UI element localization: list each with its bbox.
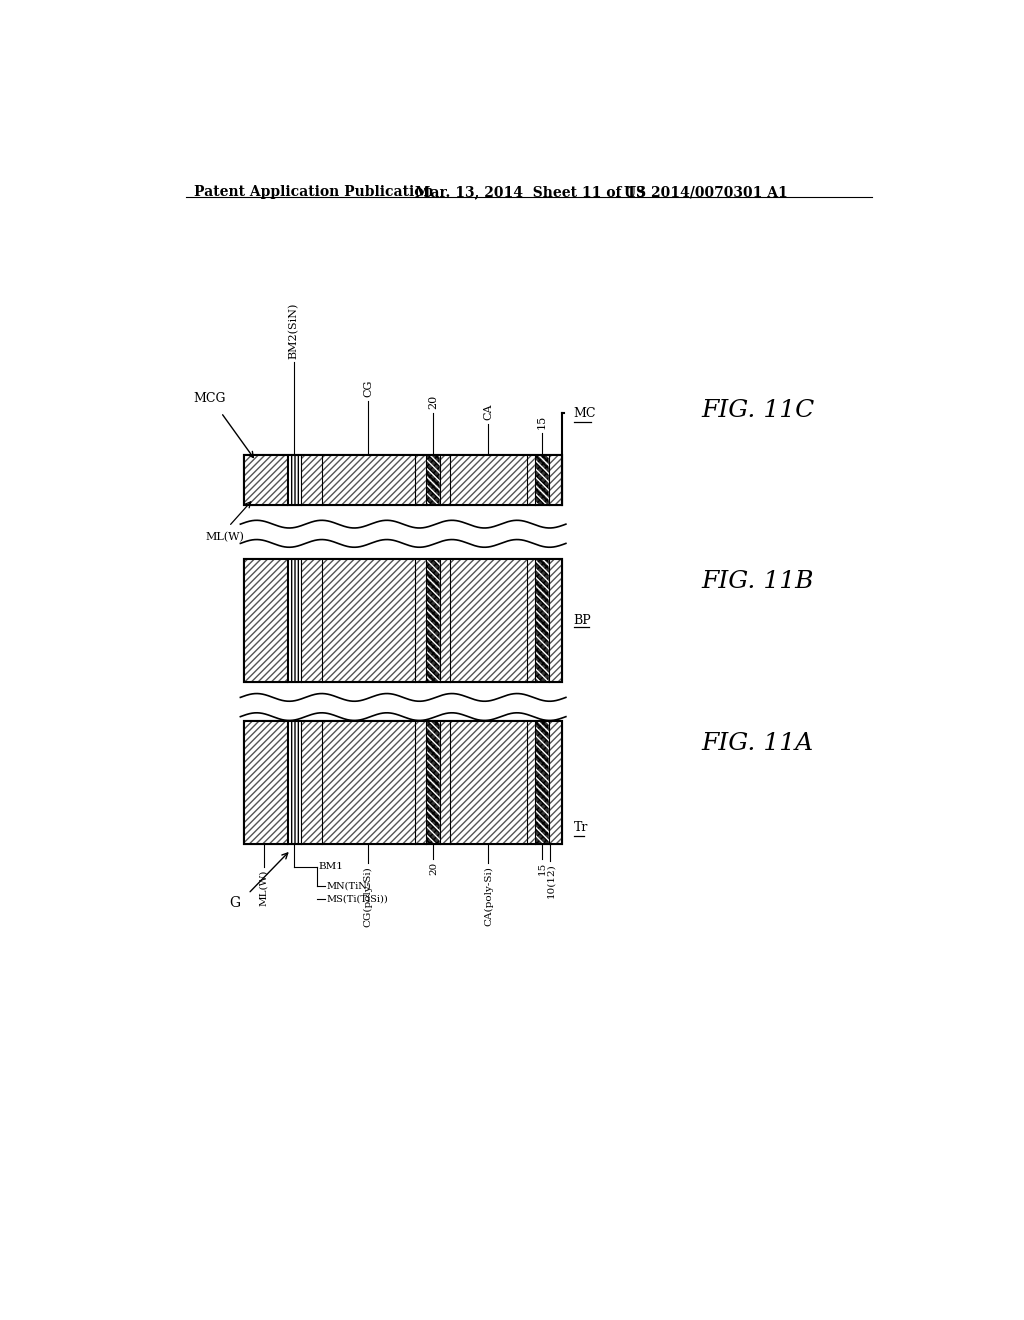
Bar [426, 558, 440, 682]
Bar [245, 721, 562, 843]
Text: ML(W): ML(W) [259, 870, 268, 907]
Bar [287, 455, 301, 506]
Text: 15: 15 [538, 862, 547, 875]
Text: FIG. 11C: FIG. 11C [701, 400, 815, 422]
Bar [426, 455, 440, 506]
Text: BM2(SiN): BM2(SiN) [289, 302, 299, 359]
Text: CG: CG [364, 380, 374, 397]
Bar [426, 455, 440, 506]
Text: MC: MC [573, 407, 596, 420]
Text: CA: CA [483, 404, 494, 420]
Bar [245, 455, 562, 506]
Bar [535, 558, 549, 682]
Bar [535, 455, 549, 506]
Bar [245, 558, 562, 682]
Text: G: G [229, 896, 241, 909]
Text: 15: 15 [537, 416, 547, 429]
Text: BM1: BM1 [318, 862, 343, 871]
Bar [535, 721, 549, 843]
Bar [450, 721, 527, 843]
Bar [245, 455, 562, 506]
Bar [450, 558, 527, 682]
Bar [245, 558, 562, 682]
Bar [287, 558, 301, 682]
Bar [426, 558, 440, 682]
Bar [450, 455, 527, 506]
Text: US 2014/0070301 A1: US 2014/0070301 A1 [624, 185, 787, 199]
Bar [322, 558, 415, 682]
Text: FIG. 11B: FIG. 11B [701, 570, 814, 594]
Text: Mar. 13, 2014  Sheet 11 of 13: Mar. 13, 2014 Sheet 11 of 13 [415, 185, 645, 199]
Text: MS(Ti(TiSi)): MS(Ti(TiSi)) [327, 895, 388, 904]
Bar [322, 721, 415, 843]
Text: MCG: MCG [194, 392, 225, 405]
Text: 20: 20 [428, 395, 438, 409]
Text: BP: BP [573, 614, 592, 627]
Text: FIG. 11A: FIG. 11A [701, 733, 814, 755]
Bar [245, 721, 562, 843]
Bar [535, 721, 549, 843]
Text: 10(12): 10(12) [546, 863, 555, 899]
Text: Patent Application Publication: Patent Application Publication [194, 185, 433, 199]
Bar [287, 721, 301, 843]
Bar [426, 721, 440, 843]
Bar [245, 455, 562, 506]
Text: CG(poly-Si): CG(poly-Si) [364, 866, 373, 927]
Text: Tr: Tr [573, 821, 588, 834]
Bar [245, 558, 562, 682]
Bar [535, 455, 549, 506]
Bar [322, 455, 415, 506]
Text: ML(W): ML(W) [206, 532, 245, 543]
Text: CA(poly-Si): CA(poly-Si) [483, 866, 493, 925]
Text: 20: 20 [429, 862, 438, 875]
Bar [245, 721, 562, 843]
Text: MN(TiN): MN(TiN) [327, 882, 371, 891]
Bar [426, 721, 440, 843]
Bar [535, 558, 549, 682]
